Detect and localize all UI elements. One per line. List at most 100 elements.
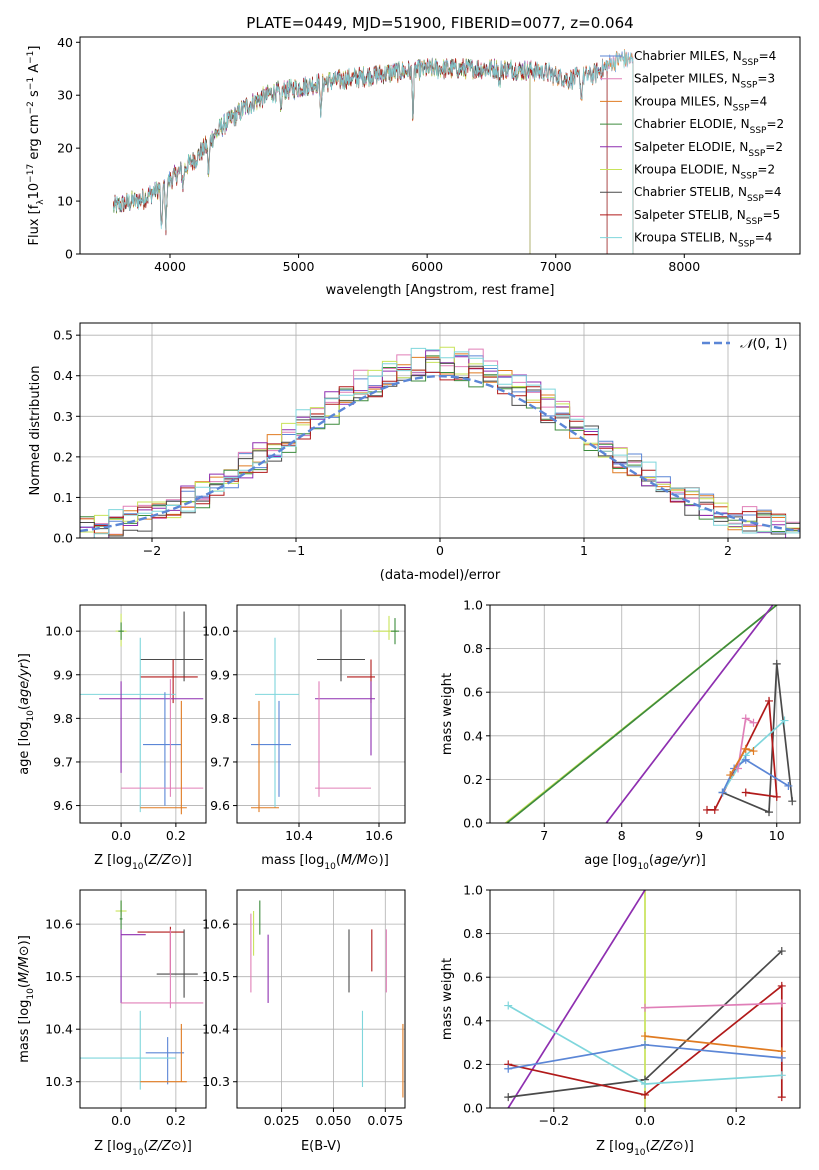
y-tick-label: 0.4 <box>53 368 73 383</box>
legend-label: Kroupa MILES, NSSP=4 <box>634 94 767 113</box>
weight-marker <box>777 1071 786 1080</box>
legend-label: Chabrier STELIB, NSSP=4 <box>634 185 782 204</box>
y-tick-label: 10.6 <box>45 917 73 932</box>
residual-panel: −2 −1 0 1 2 0.0 0.1 0.2 0.3 0.4 0.5 (data-model)/er… <box>28 322 801 583</box>
weight-marker <box>718 788 727 797</box>
weight-marker <box>741 755 750 764</box>
gaussian-curve <box>80 374 800 533</box>
age_vs_Z-panel: 0.0 0.2 9.6 9.7 9.8 9.9 10.0 Z [log10(Z/Z⊙)] age… <box>17 604 207 872</box>
weight-marker <box>703 805 711 814</box>
weight-marker <box>784 781 793 790</box>
legend-label: Chabrier MILES, NSSP=4 <box>634 49 776 68</box>
x-tick-label: 9 <box>695 828 703 843</box>
weight-marker <box>741 744 750 753</box>
y-tick-label: 40 <box>57 35 73 50</box>
x-tick-label: 0 <box>436 543 444 558</box>
x-tick-label: 0.075 <box>367 1113 403 1128</box>
histogram-outline <box>80 350 800 538</box>
y-tick-label: 10.0 <box>202 624 230 639</box>
y-tick-label: 0.0 <box>463 816 483 831</box>
figure-title: PLATE=0449, MJD=51900, FIBERID=0077, z=0… <box>246 14 633 32</box>
x-tick-label: 0.050 <box>316 1113 352 1128</box>
y-tick-label: 9.9 <box>53 667 73 682</box>
y-tick-label: 10.4 <box>202 1022 230 1037</box>
x-tick-label: 0.0 <box>635 1113 655 1128</box>
weight-marker <box>641 1090 649 1099</box>
spectrum-series-line <box>113 58 531 254</box>
y-tick-label: 10 <box>57 194 73 209</box>
weight-series-line <box>721 758 789 793</box>
x-tick-label: 0.2 <box>166 1113 186 1128</box>
weight-lines <box>504 605 797 823</box>
x-tick-label: 0.0 <box>111 828 131 843</box>
y-tick-label: 0.2 <box>463 1057 483 1072</box>
spectrum-series-line <box>113 58 608 254</box>
y-tick-label: 0.2 <box>463 772 483 787</box>
weight-marker <box>777 947 786 956</box>
weight-series-line <box>508 984 783 1098</box>
weight-series-line <box>644 1035 782 1053</box>
legend-label: Salpeter STELIB, NSSP=5 <box>634 208 780 227</box>
x-tick-label: 8 <box>618 828 626 843</box>
y-tick-label: 10.4 <box>45 1022 73 1037</box>
y-tick-label: 0.6 <box>463 685 483 700</box>
y-tick-label: 9.8 <box>53 711 73 726</box>
weight-series-line <box>506 605 778 823</box>
spectrum-series-line <box>113 58 531 254</box>
weight-marker <box>741 788 750 797</box>
weight-marker <box>749 747 758 756</box>
weight_vs_Z-panel: −0.2 0.0 0.2 0.0 0.2 0.4 0.6 0.8 1.0 mass weight Z… <box>440 883 801 1158</box>
weight-marker <box>777 981 786 990</box>
x-tick-label: −2 <box>143 543 161 558</box>
weight-series-line <box>507 890 646 1108</box>
y-tick-label: 0 <box>65 247 73 262</box>
weight-marker <box>749 718 758 727</box>
x-axis-label: wavelength [Angstrom, rest frame] <box>326 283 555 298</box>
y-tick-label: 0.1 <box>53 490 73 505</box>
x-tick-label: 7 <box>540 828 548 843</box>
x-tick-label: 6000 <box>411 259 443 274</box>
x-tick-label: 10.4 <box>285 828 313 843</box>
x-tick-label: 1 <box>580 543 588 558</box>
weight-marker <box>504 1064 513 1073</box>
x-tick-label: 10.6 <box>365 828 393 843</box>
x-axis-label: mass [log10(M/M⊙)] <box>261 853 389 872</box>
y-axis-label: age [log10(age/yr)] <box>17 653 36 775</box>
mass_vs_ebv-panel: 0.025 0.050 0.075 10.3 10.4 10.5 10.6 E(B-V) <box>202 889 406 1154</box>
y-tick-label: 10.5 <box>202 969 230 984</box>
spectrum-panel: 4000 5000 6000 7000 8000 0 10 20 30 40 wavelength … <box>26 35 801 298</box>
weight-marker <box>726 771 735 780</box>
age_vs_mass-panel: 10.4 10.6 9.6 9.7 9.8 9.9 10.0 mass [log10(M/M⊙… <box>202 604 406 872</box>
y-tick-label: 0.8 <box>463 926 483 941</box>
x-tick-label: 7000 <box>540 259 572 274</box>
y-tick-label: 9.7 <box>210 754 230 769</box>
errorbars <box>80 611 204 815</box>
x-tick-label: 0.2 <box>726 1113 746 1128</box>
y-tick-label: 9.9 <box>210 667 230 682</box>
x-axis-label: age [log10(age/yr)] <box>584 853 706 872</box>
spectrum-series-line <box>113 57 608 254</box>
spectrum-lines <box>113 49 634 254</box>
weight-marker <box>641 1003 649 1012</box>
weight-series-line <box>644 1002 782 1009</box>
y-tick-label: 30 <box>57 88 73 103</box>
y-tick-label: 20 <box>57 141 73 156</box>
y-axis-label: mass [log10(M/M⊙)] <box>17 935 36 1063</box>
legend-label: Salpeter ELODIE, NSSP=2 <box>634 140 783 159</box>
weight-marker <box>780 716 789 725</box>
x-tick-label: 0.025 <box>264 1113 300 1128</box>
weight_vs_age-panel: 7 8 9 10 0.0 0.2 0.4 0.6 0.8 1.0 mass weight age [l… <box>440 598 801 872</box>
legend-label: 𝒩(0, 1) <box>740 337 787 352</box>
spectrum-series-line <box>113 58 531 254</box>
weight-marker <box>788 797 797 806</box>
x-tick-label: 5000 <box>283 259 315 274</box>
weight-marker <box>641 1032 649 1041</box>
y-tick-label: 9.6 <box>53 798 73 813</box>
y-tick-label: 10.3 <box>45 1074 73 1089</box>
weight-marker <box>504 1093 513 1102</box>
histograms <box>80 346 800 538</box>
spectrum-series-line <box>113 49 634 254</box>
y-axis-label: Normed distribution <box>28 366 43 496</box>
legend: Chabrier MILES, NSSP=4 Salpeter MILES, NS… <box>600 49 784 250</box>
